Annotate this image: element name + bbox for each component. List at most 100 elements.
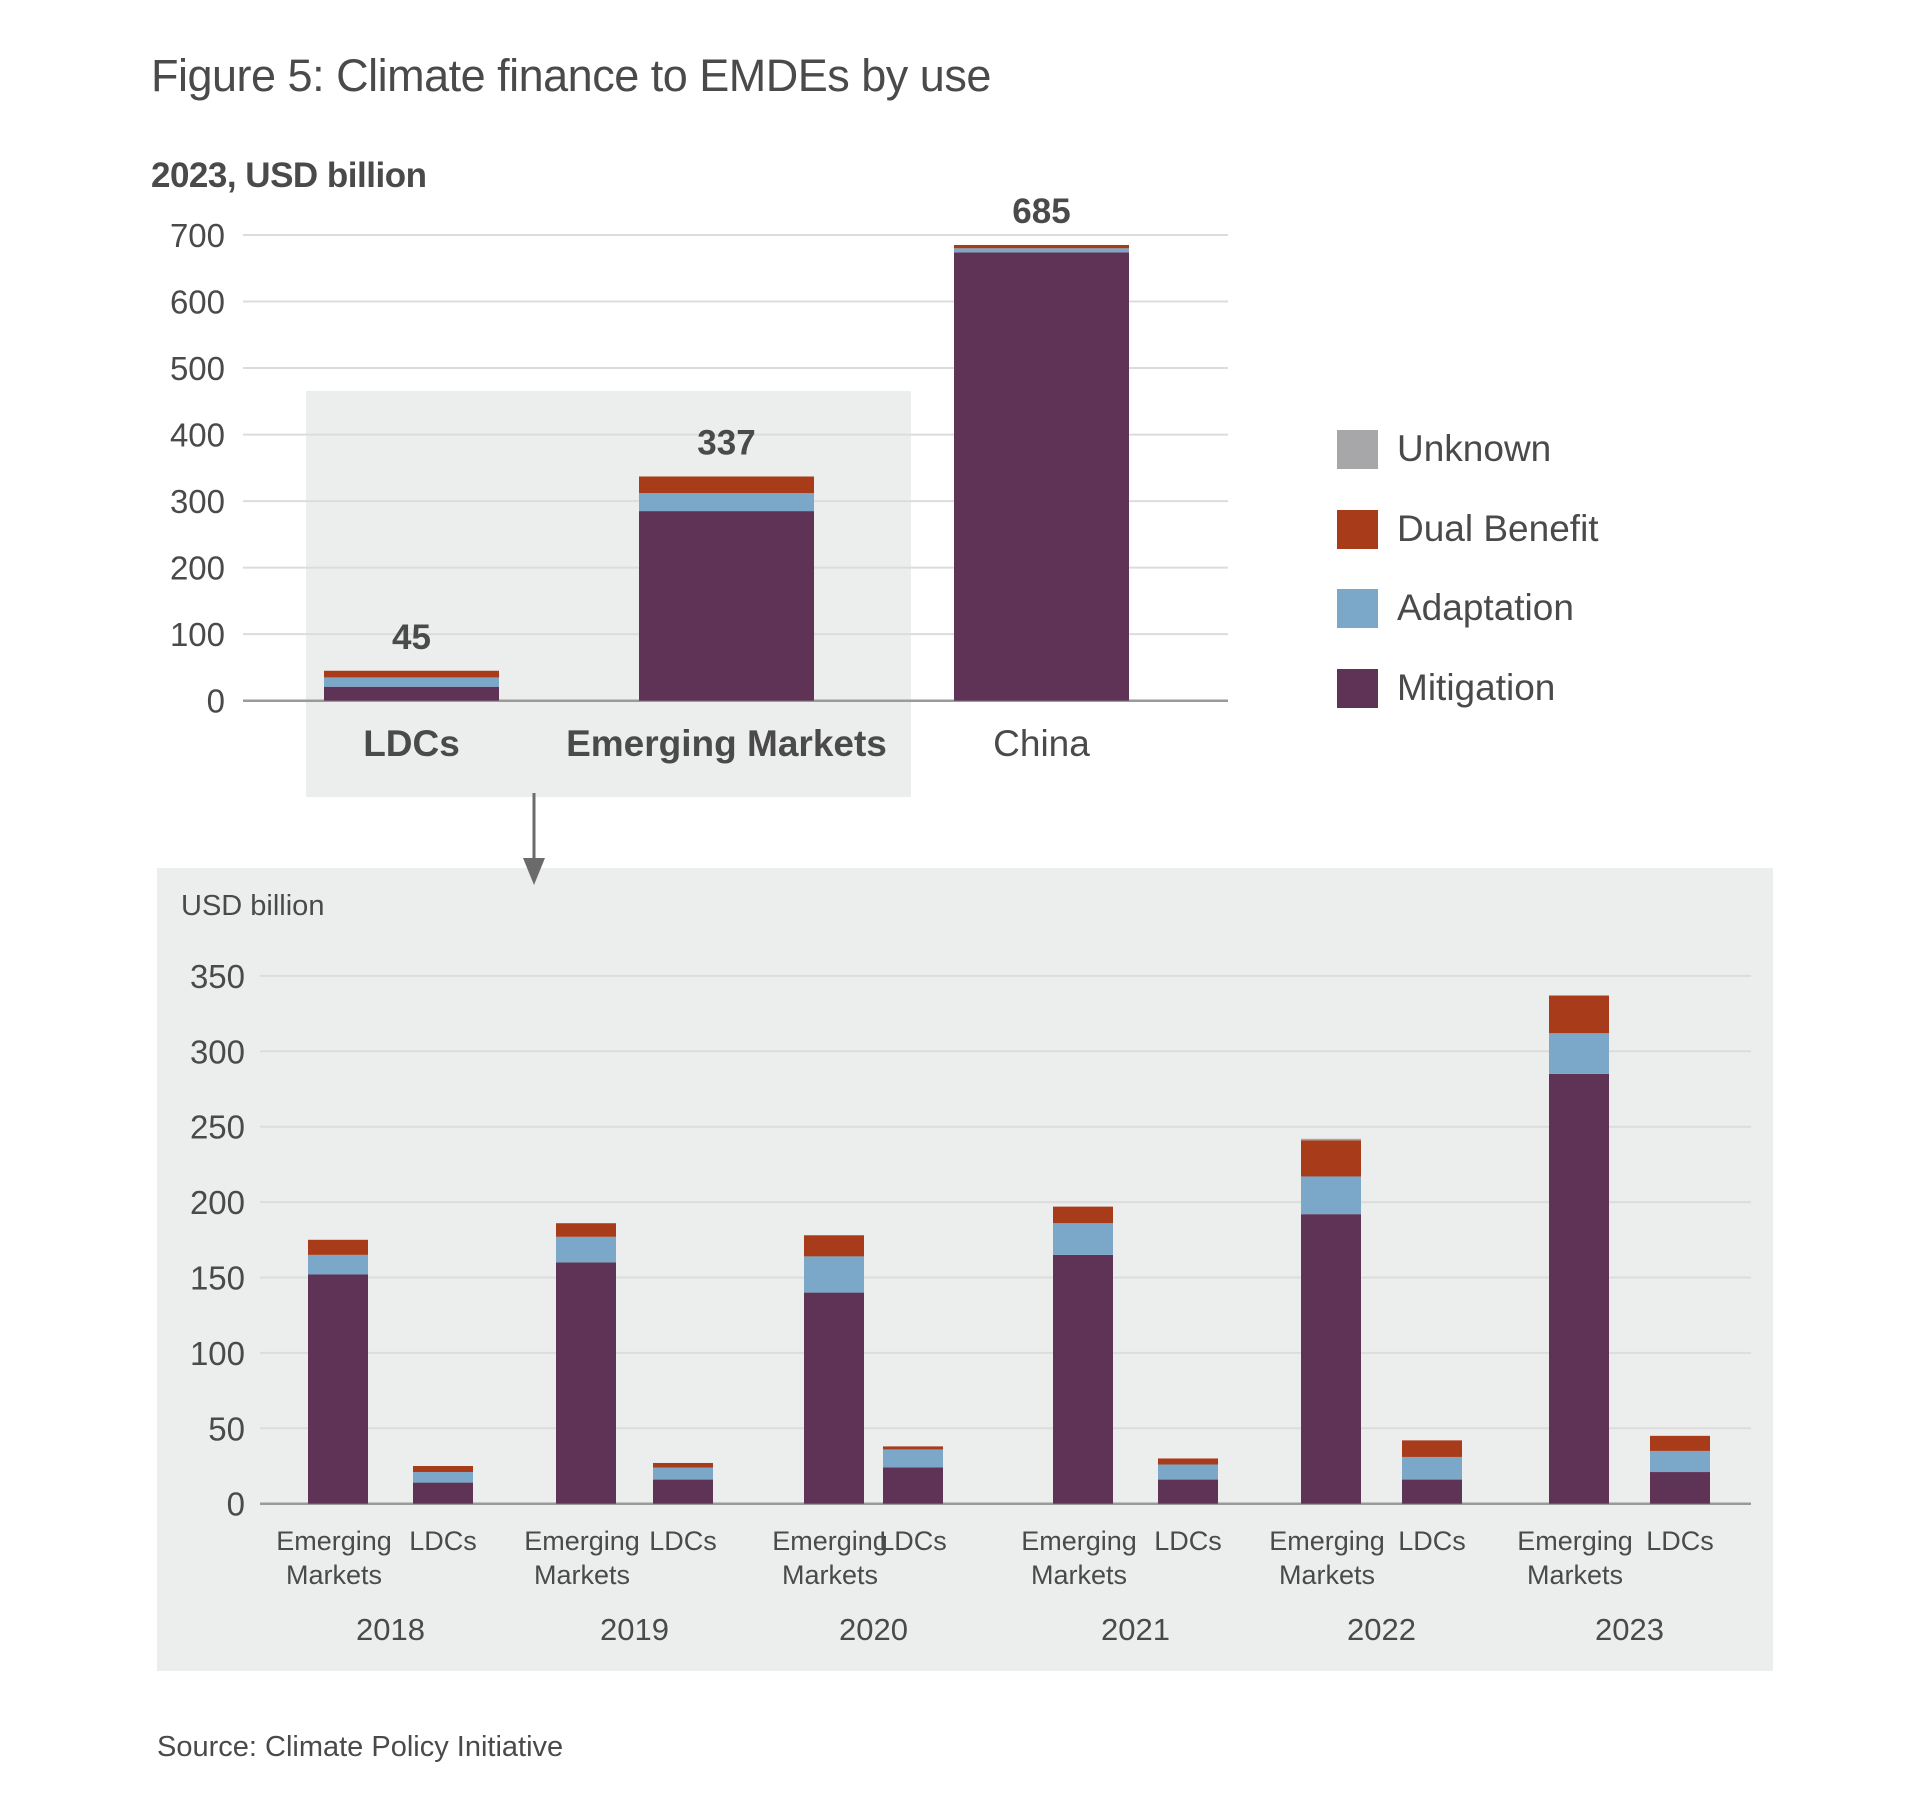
x-subcategory-label: LDCs bbox=[879, 1526, 947, 1556]
y-tick-label: 50 bbox=[208, 1410, 245, 1447]
bottom-chart-labels: 050100150200250300350EmergingMarketsLDCs… bbox=[190, 958, 1714, 1647]
x-category-label: Emerging Markets bbox=[566, 723, 887, 764]
bar-segment-2018-ldcs-mitigation bbox=[413, 1482, 473, 1504]
x-subcategory-label: Emerging bbox=[524, 1526, 640, 1556]
x-subcategory-label: Emerging bbox=[772, 1526, 888, 1556]
legend-label-unknown: Unknown bbox=[1397, 428, 1552, 469]
legend-item-adaptation: Adaptation bbox=[1337, 587, 1574, 628]
time-series-panel bbox=[157, 868, 1773, 1671]
x-group-label: 2021 bbox=[1101, 1612, 1170, 1647]
x-subcategory-label: Markets bbox=[534, 1560, 630, 1590]
y-tick-label: 200 bbox=[190, 1184, 245, 1221]
y-tick-label: 200 bbox=[170, 550, 225, 587]
data-label-total: 337 bbox=[697, 423, 755, 462]
bar-segment-2018-ldcs-dual-benefit bbox=[413, 1466, 473, 1473]
top-chart-unit-label: 2023, USD billion bbox=[151, 156, 427, 195]
bar-segment-2021-ldcs-adaptation bbox=[1158, 1464, 1218, 1480]
y-tick-label: 700 bbox=[170, 217, 225, 254]
x-subcategory-label: Markets bbox=[1279, 1560, 1375, 1590]
legend-label-mitigation: Mitigation bbox=[1397, 667, 1556, 708]
legend-item-mitigation: Mitigation bbox=[1337, 667, 1556, 708]
bar-segment-2020-ldcs-mitigation bbox=[883, 1467, 943, 1504]
data-label-total: 45 bbox=[392, 618, 431, 657]
bar-segment-2023-emerging-markets-mitigation bbox=[1549, 1073, 1609, 1504]
bar-segment-2021-emerging-markets-adaptation bbox=[1053, 1223, 1113, 1255]
y-tick-label: 400 bbox=[170, 417, 225, 454]
source-note: Source: Climate Policy Initiative bbox=[157, 1731, 564, 1763]
x-subcategory-label: LDCs bbox=[409, 1526, 477, 1556]
bar-segment-2021-ldcs-dual-benefit bbox=[1158, 1458, 1218, 1465]
y-tick-label: 500 bbox=[170, 350, 225, 387]
y-tick-label: 100 bbox=[190, 1335, 245, 1372]
y-tick-label: 0 bbox=[227, 1486, 245, 1523]
arrow-head bbox=[523, 858, 545, 885]
top-chart-labels: 0 100 200 300 400 500 600 700 45 LDCs 337 Emerging … bbox=[170, 192, 1090, 764]
bar-segment-2019-emerging-markets-mitigation bbox=[556, 1262, 616, 1504]
y-tick-label: 300 bbox=[170, 483, 225, 520]
x-subcategory-label: LDCs bbox=[1398, 1526, 1466, 1556]
legend-label-dual-benefit: Dual Benefit bbox=[1397, 508, 1599, 549]
x-subcategory-label: Markets bbox=[1031, 1560, 1127, 1590]
figure-title: Figure 5: Climate finance to EMDEs by us… bbox=[151, 50, 991, 101]
bar-segment-2020-emerging-markets-adaptation bbox=[804, 1256, 864, 1293]
bar-segment-2018-emerging-markets-mitigation bbox=[308, 1274, 368, 1504]
bar-segment-2021-emerging-markets-mitigation bbox=[1053, 1254, 1113, 1504]
top-chart-bars bbox=[324, 244, 1129, 701]
bar-segment-2021-ldcs-mitigation bbox=[1158, 1479, 1218, 1504]
bar-segment-2019-emerging-markets-dual-benefit bbox=[556, 1223, 616, 1237]
bar-segment-emerging-markets-mitigation bbox=[639, 511, 814, 701]
x-group-label: 2018 bbox=[356, 1612, 425, 1647]
y-tick-label: 300 bbox=[190, 1033, 245, 1070]
bar-segment-2018-emerging-markets-adaptation bbox=[308, 1254, 368, 1275]
x-category-label: LDCs bbox=[363, 723, 460, 764]
x-subcategory-label: LDCs bbox=[1646, 1526, 1714, 1556]
x-subcategory-label: LDCs bbox=[1154, 1526, 1222, 1556]
bar-segment-ldcs-dual-benefit bbox=[324, 670, 499, 678]
bottom-chart-unit-label: USD billion bbox=[181, 890, 325, 922]
legend-swatch-unknown bbox=[1337, 429, 1378, 469]
bar-segment-china-adaptation bbox=[954, 248, 1129, 253]
y-tick-label: 0 bbox=[207, 683, 225, 720]
x-group-label: 2022 bbox=[1347, 1612, 1416, 1647]
bottom-chart-gridlines bbox=[260, 974, 1751, 1505]
bar-segment-2019-ldcs-dual-benefit bbox=[653, 1462, 713, 1468]
x-subcategory-label: Markets bbox=[782, 1560, 878, 1590]
bar-segment-2022-emerging-markets-dual-benefit bbox=[1301, 1140, 1361, 1177]
bar-segment-2021-emerging-markets-dual-benefit bbox=[1053, 1206, 1113, 1224]
bar-segment-2020-ldcs-dual-benefit bbox=[883, 1446, 943, 1450]
bar-segment-2022-ldcs-dual-benefit bbox=[1402, 1440, 1462, 1457]
bar-segment-2022-emerging-markets-unknown bbox=[1301, 1138, 1361, 1141]
bottom-chart-bars bbox=[308, 995, 1710, 1504]
bar-segment-2022-ldcs-adaptation bbox=[1402, 1456, 1462, 1480]
bar-segment-2023-ldcs-adaptation bbox=[1650, 1450, 1710, 1473]
y-tick-label: 350 bbox=[190, 958, 245, 995]
x-subcategory-label: LDCs bbox=[649, 1526, 717, 1556]
bar-segment-2019-ldcs-mitigation bbox=[653, 1479, 713, 1504]
legend-swatch-dual-benefit bbox=[1337, 509, 1378, 549]
x-group-label: 2019 bbox=[600, 1612, 669, 1647]
bar-segment-china-mitigation bbox=[954, 252, 1129, 701]
x-group-label: 2020 bbox=[839, 1612, 908, 1647]
legend-swatch-mitigation bbox=[1337, 668, 1378, 708]
zoom-arrow bbox=[523, 793, 545, 885]
bar-segment-2022-emerging-markets-mitigation bbox=[1301, 1214, 1361, 1504]
bar-segment-2018-ldcs-adaptation bbox=[413, 1472, 473, 1483]
bar-segment-ldcs-adaptation bbox=[324, 677, 499, 687]
x-subcategory-label: Markets bbox=[1527, 1560, 1623, 1590]
legend-swatch-adaptation bbox=[1337, 588, 1378, 628]
bar-segment-emerging-markets-dual-benefit bbox=[639, 476, 814, 494]
bar-segment-ldcs-mitigation bbox=[324, 686, 499, 701]
x-category-label: China bbox=[993, 723, 1090, 764]
bar-segment-china-dual-benefit bbox=[954, 244, 1129, 249]
bar-segment-2020-emerging-markets-mitigation bbox=[804, 1292, 864, 1504]
x-subcategory-label: Emerging bbox=[1269, 1526, 1385, 1556]
legend-label-adaptation: Adaptation bbox=[1397, 587, 1574, 628]
y-tick-label: 600 bbox=[170, 284, 225, 321]
bar-segment-2019-ldcs-adaptation bbox=[653, 1467, 713, 1480]
legend-item-dual-benefit: Dual Benefit bbox=[1337, 508, 1599, 549]
bar-segment-2018-emerging-markets-dual-benefit bbox=[308, 1239, 368, 1255]
bar-segment-2023-emerging-markets-dual-benefit bbox=[1549, 995, 1609, 1034]
bar-segment-emerging-markets-adaptation bbox=[639, 493, 814, 512]
y-tick-label: 100 bbox=[170, 616, 225, 653]
